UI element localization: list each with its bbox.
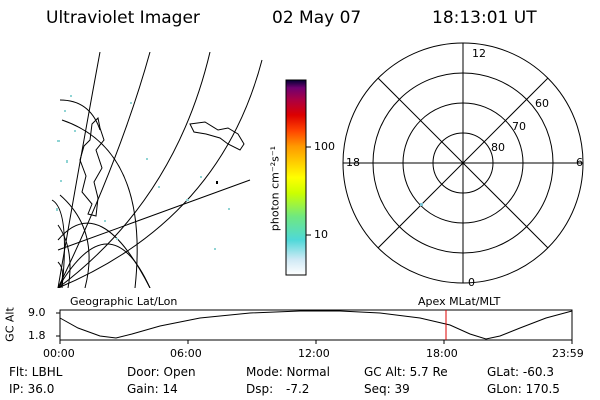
polar-plot — [342, 42, 584, 284]
strip-right-title: Apex MLat/MLT — [418, 295, 501, 308]
date-label: 02 May 07 — [272, 8, 362, 28]
mlt-label-12: 12 — [472, 47, 486, 60]
info-gc-alt: GC Alt: 5.7 Re — [364, 365, 448, 379]
lat-label-70: 70 — [512, 120, 526, 133]
geographic-map — [51, 52, 263, 288]
mlt-label-18: 18 — [346, 156, 360, 169]
info-gain: Gain: 14 — [127, 382, 178, 396]
info-glon: GLon: 170.5 — [487, 382, 560, 396]
strip-y-tick-top: 9.0 — [28, 306, 46, 319]
info-door: Door: Open — [127, 365, 196, 379]
strip-x-tick-0600: 06:00 — [170, 347, 202, 360]
noise-speckles — [56, 95, 230, 250]
info-ip: IP: 36.0 — [9, 382, 55, 396]
strip-left-title: Geographic Lat/Lon — [70, 295, 178, 308]
polar-speckle — [420, 203, 423, 206]
altitude-curve — [59, 310, 573, 340]
info-dsp-value: -7.2 — [286, 382, 310, 396]
strip-y-axis-label: GC Alt — [3, 307, 17, 342]
colorbar-label-10: 10 — [314, 228, 328, 241]
strip-y-tick-bottom: 1.8 — [28, 329, 46, 342]
info-glat: GLat: -60.3 — [487, 365, 554, 379]
info-filter: Flt: LBHL — [9, 365, 63, 379]
x-axis-ticks — [59, 340, 573, 344]
app-title: Ultraviolet Imager — [46, 8, 200, 28]
strip-x-tick-1800: 18:00 — [426, 347, 458, 360]
strip-x-tick-1200: 12:00 — [298, 347, 330, 360]
altitude-strip-frame — [59, 309, 573, 341]
colorbar-unit-label: photon cm⁻²s⁻¹ — [268, 145, 282, 232]
strip-x-tick-2359: 23:59 — [552, 347, 584, 360]
lat-label-60: 60 — [535, 97, 549, 110]
info-mode: Mode: Normal — [246, 365, 330, 379]
time-label: 18:13:01 UT — [432, 8, 537, 28]
mlt-label-6: 6 — [576, 156, 583, 169]
marker-dot — [216, 181, 218, 184]
strip-x-tick-0000: 00:00 — [43, 347, 75, 360]
mlt-label-0: 0 — [468, 276, 475, 289]
lat-label-80: 80 — [491, 141, 505, 154]
info-seq: Seq: 39 — [364, 382, 410, 396]
info-dsp-label: Dsp: — [246, 382, 274, 396]
colorbar-label-100: 100 — [314, 140, 335, 153]
colorbar — [285, 79, 307, 276]
